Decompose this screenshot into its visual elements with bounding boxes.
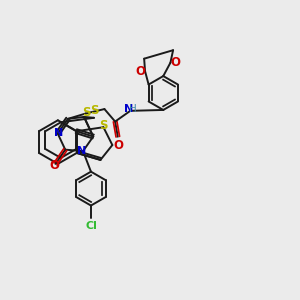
Text: O: O xyxy=(135,65,145,78)
Text: O: O xyxy=(50,159,59,172)
Text: Cl: Cl xyxy=(85,221,97,231)
Text: N: N xyxy=(77,146,87,156)
Text: N: N xyxy=(54,128,63,139)
Text: S: S xyxy=(82,106,91,119)
Text: N: N xyxy=(124,104,133,114)
Text: O: O xyxy=(114,139,124,152)
Text: S: S xyxy=(90,104,98,117)
Text: O: O xyxy=(170,56,180,69)
Text: S: S xyxy=(99,119,108,132)
Text: H: H xyxy=(129,104,137,114)
